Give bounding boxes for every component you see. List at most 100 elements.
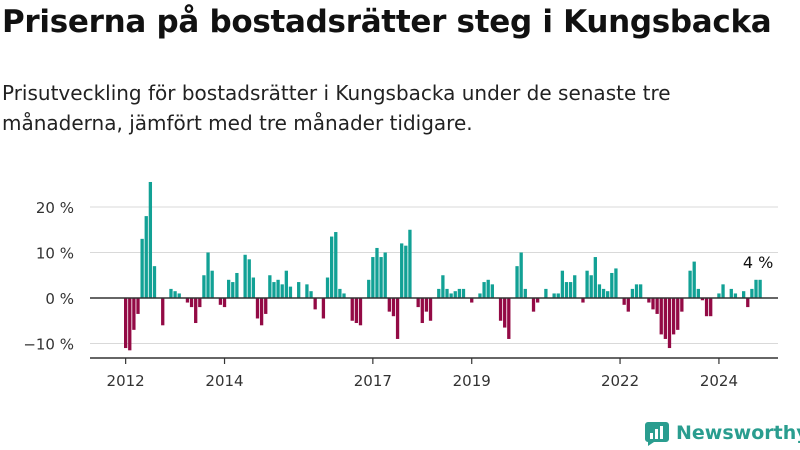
bar xyxy=(305,284,309,298)
bar xyxy=(639,284,643,298)
bar xyxy=(680,298,684,312)
bar xyxy=(746,298,750,308)
bar xyxy=(758,279,762,298)
y-tick-label: −10 % xyxy=(23,336,74,354)
bar xyxy=(338,288,342,298)
bar xyxy=(630,288,635,298)
bar xyxy=(395,298,400,339)
bar xyxy=(391,298,396,317)
bar xyxy=(729,288,733,298)
bar xyxy=(218,298,223,305)
bar xyxy=(688,270,692,298)
bar xyxy=(189,298,194,308)
newsworthy-logo: Newsworthy xyxy=(644,418,800,448)
bar xyxy=(704,298,709,317)
bar xyxy=(284,270,288,298)
bar xyxy=(342,293,346,298)
bar xyxy=(445,288,449,298)
bar xyxy=(486,279,490,298)
bar xyxy=(663,298,668,339)
bar xyxy=(503,298,507,328)
bar xyxy=(515,266,519,298)
bar xyxy=(441,275,445,298)
bar xyxy=(161,298,165,326)
bar xyxy=(124,298,128,349)
x-tick-label: 2019 xyxy=(453,372,491,390)
bar xyxy=(334,232,338,298)
chart-bars xyxy=(124,181,762,351)
bar xyxy=(202,275,206,298)
bar xyxy=(210,270,214,298)
bar xyxy=(375,247,379,298)
bar xyxy=(144,216,148,298)
bar xyxy=(709,298,713,317)
chart-gridlines xyxy=(90,206,778,344)
y-tick-label: 20 % xyxy=(36,199,74,217)
y-tick-label: 0 % xyxy=(45,290,74,308)
bar xyxy=(288,286,293,299)
bar xyxy=(507,298,511,339)
bar xyxy=(453,291,457,298)
bar xyxy=(420,298,424,324)
bar xyxy=(437,288,441,298)
bar xyxy=(564,282,569,298)
x-tick-label: 2012 xyxy=(107,372,145,390)
bar xyxy=(568,282,573,298)
bar xyxy=(671,298,676,335)
bar xyxy=(449,293,453,298)
end-value-label: 4 % xyxy=(743,253,773,272)
bar xyxy=(750,288,754,298)
bar xyxy=(610,272,614,298)
bar xyxy=(614,268,618,298)
page-title: Priserna på bostadsrätter steg i Kungsba… xyxy=(2,4,772,40)
bar xyxy=(556,293,560,298)
bar xyxy=(259,298,264,326)
y-tick-label: 10 % xyxy=(36,245,74,263)
bar xyxy=(169,288,173,298)
bar xyxy=(309,291,313,298)
bar xyxy=(424,298,429,312)
bar xyxy=(536,298,540,303)
bar xyxy=(177,293,181,298)
bar xyxy=(268,275,272,298)
bar xyxy=(700,298,705,301)
bar xyxy=(371,257,375,298)
x-tick-label: 2017 xyxy=(354,372,392,390)
x-tick-label: 2024 xyxy=(700,372,738,390)
x-tick-label: 2022 xyxy=(601,372,639,390)
bar xyxy=(482,282,486,298)
chart-labels: 20 % 10 % 0 % −10 % 2012 2014 2017 2019 2022 2024… xyxy=(23,199,773,390)
bar xyxy=(589,275,593,298)
bar xyxy=(606,291,610,298)
bar xyxy=(659,298,663,335)
bar xyxy=(696,288,700,298)
bar xyxy=(255,298,260,319)
bar xyxy=(573,275,577,298)
bar xyxy=(470,298,474,303)
bar xyxy=(272,282,276,298)
bar xyxy=(733,293,738,298)
bar xyxy=(379,257,383,298)
bar xyxy=(321,298,326,319)
brand-name: Newsworthy xyxy=(676,422,800,444)
bar xyxy=(243,254,247,299)
bar xyxy=(585,270,589,298)
bar-chart-logo-icon xyxy=(645,422,669,446)
bar xyxy=(498,298,503,321)
bar xyxy=(692,261,696,298)
bar xyxy=(330,236,334,298)
bar xyxy=(651,298,655,310)
bar xyxy=(478,293,482,298)
page-subtitle: Prisutveckling för bostadsrätter i Kungs… xyxy=(2,81,671,135)
bar xyxy=(622,298,626,305)
bar xyxy=(457,288,462,298)
bar xyxy=(721,284,725,298)
bar xyxy=(280,284,284,298)
bar xyxy=(325,277,330,298)
bar xyxy=(222,298,227,308)
bar xyxy=(581,298,585,303)
bar xyxy=(416,298,420,308)
bar xyxy=(601,288,606,298)
bar xyxy=(408,229,412,298)
bar xyxy=(354,298,359,324)
